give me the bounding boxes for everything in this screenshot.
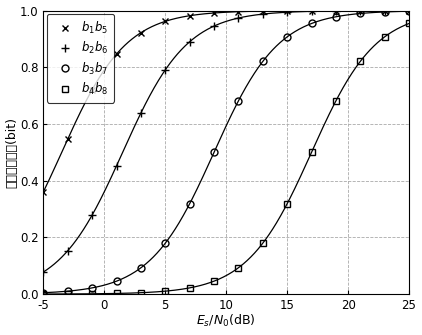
$b_2b_6$ — [333, 9, 338, 13]
$b_4b_8$ — [358, 59, 363, 63]
$b_4b_8$ — [260, 241, 265, 245]
$b_1b_5$ — [284, 9, 289, 13]
$b_1b_5$ — [406, 9, 411, 13]
$b_4b_8$ — [89, 292, 95, 296]
$b_1b_5$ — [309, 9, 314, 13]
$b_4b_8$ — [65, 292, 70, 296]
$b_1b_5$ — [138, 31, 143, 35]
$b_3b_7$ — [114, 279, 119, 283]
$b_4b_8$ — [309, 150, 314, 154]
$b_1b_5$ — [65, 137, 70, 141]
$b_4b_8$ — [163, 289, 168, 293]
$b_1b_5$ — [211, 11, 216, 15]
$b_2b_6$ — [309, 9, 314, 13]
$b_1b_5$ — [236, 10, 241, 14]
$b_2b_6$ — [65, 249, 70, 253]
Line: $b_1b_5$: $b_1b_5$ — [40, 7, 412, 195]
$b_4b_8$ — [236, 266, 241, 270]
$b_3b_7$ — [309, 21, 314, 25]
$b_1b_5$ — [163, 19, 168, 23]
$b_2b_6$ — [211, 24, 216, 28]
$b_3b_7$ — [41, 291, 46, 295]
$b_1b_5$ — [333, 9, 338, 13]
$b_4b_8$ — [333, 99, 338, 103]
$b_2b_6$ — [114, 164, 119, 168]
$b_3b_7$ — [382, 10, 387, 14]
$b_3b_7$ — [163, 241, 168, 245]
$b_3b_7$ — [333, 15, 338, 19]
X-axis label: $E_s/N_0(\mathrm{dB})$: $E_s/N_0(\mathrm{dB})$ — [197, 313, 256, 329]
$b_2b_6$ — [406, 9, 411, 13]
Line: $b_2b_6$: $b_2b_6$ — [39, 6, 413, 276]
$b_1b_5$ — [114, 52, 119, 56]
$b_1b_5$ — [41, 190, 46, 194]
$b_4b_8$ — [284, 202, 289, 206]
$b_4b_8$ — [406, 21, 411, 25]
$b_2b_6$ — [41, 270, 46, 274]
$b_4b_8$ — [41, 292, 46, 296]
Legend: $b_1b_5$, $b_2b_6$, $b_3b_7$, $b_4b_8$: $b_1b_5$, $b_2b_6$, $b_3b_7$, $b_4b_8$ — [47, 14, 114, 103]
$b_1b_5$ — [382, 9, 387, 13]
$b_2b_6$ — [382, 9, 387, 13]
$b_1b_5$ — [187, 14, 192, 18]
$b_3b_7$ — [138, 266, 143, 270]
$b_1b_5$ — [358, 9, 363, 13]
$b_1b_5$ — [89, 88, 95, 92]
$b_2b_6$ — [89, 213, 95, 217]
Line: $b_3b_7$: $b_3b_7$ — [40, 8, 412, 296]
$b_2b_6$ — [163, 68, 168, 72]
$b_3b_7$ — [211, 150, 216, 154]
$b_2b_6$ — [187, 40, 192, 44]
$b_4b_8$ — [382, 35, 387, 39]
$b_4b_8$ — [114, 291, 119, 295]
$b_2b_6$ — [260, 12, 265, 16]
$b_3b_7$ — [284, 35, 289, 39]
$b_3b_7$ — [65, 289, 70, 293]
$b_3b_7$ — [406, 9, 411, 13]
$b_1b_5$ — [260, 9, 265, 13]
$b_2b_6$ — [138, 111, 143, 115]
$b_2b_6$ — [236, 16, 241, 20]
Y-axis label: 平均互信息量(bit): 平均互信息量(bit) — [5, 117, 19, 188]
$b_3b_7$ — [89, 286, 95, 290]
$b_4b_8$ — [211, 279, 216, 283]
$b_3b_7$ — [358, 11, 363, 15]
Line: $b_4b_8$: $b_4b_8$ — [40, 20, 412, 297]
$b_4b_8$ — [138, 291, 143, 295]
$b_2b_6$ — [284, 10, 289, 14]
$b_3b_7$ — [187, 202, 192, 206]
$b_4b_8$ — [187, 286, 192, 290]
$b_3b_7$ — [236, 99, 241, 103]
$b_2b_6$ — [358, 9, 363, 13]
$b_3b_7$ — [260, 59, 265, 63]
